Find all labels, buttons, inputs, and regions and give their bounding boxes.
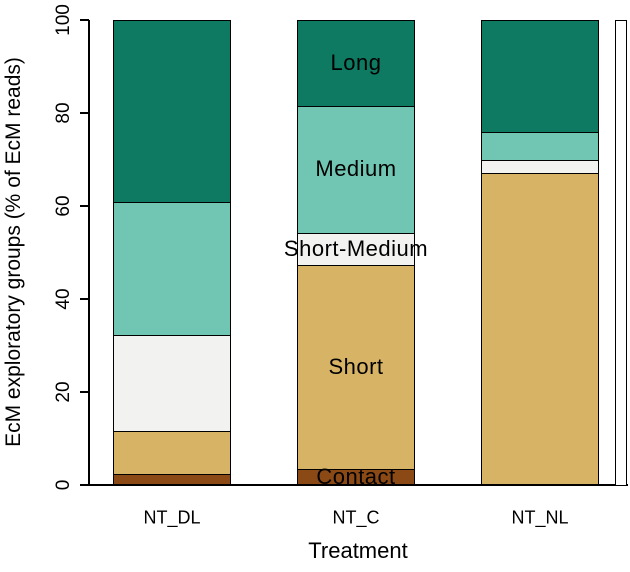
bar-segment-contact-nt-dl [113,474,231,485]
bar-segment-short-medium-nt-nl [481,160,599,173]
bar-segment-short-nt-nl [481,173,599,485]
y-tick-label-80: 80 [53,102,74,124]
segment-label-short-medium: Short-Medium [283,236,429,261]
y-tick-100 [80,19,89,21]
y-tick-60 [80,205,89,207]
y-tick-label-0: 0 [53,479,74,491]
segment-label-long: Long [330,50,382,75]
bar-segment-short-nt-c [297,265,415,470]
category-label-nt-nl: NT_NL [511,507,569,528]
bar-segment-short-medium-nt-c [297,232,415,266]
y-tick-label-40: 40 [53,288,74,310]
plot-area: Contact Short Short-Medium Medium Long [90,20,628,489]
clipped-partial-bar [615,20,627,485]
y-tick-label-60: 60 [53,195,74,217]
x-axis-line [87,484,628,486]
y-tick-label-20: 20 [53,381,74,403]
bar-segment-long-nt-nl [481,20,599,132]
segment-label-medium: Medium [315,156,397,182]
segment-label-short: Short [328,354,384,380]
bar-segment-long-nt-c [297,20,415,107]
bar-segment-short-nt-dl [113,431,231,475]
bar-segment-medium-nt-dl [113,201,231,335]
y-axis-line [88,20,90,486]
segment-label-contact: Contact [316,464,396,490]
bar-segment-short-medium-nt-dl [113,334,231,432]
y-tick-label-100: 100 [53,4,74,36]
category-label-nt-dl: NT_DL [143,507,201,528]
x-axis-title: Treatment [308,538,408,563]
bar-segment-long-nt-dl [113,20,231,202]
y-tick-40 [80,298,89,300]
y-tick-20 [80,391,89,393]
y-tick-0 [80,484,89,486]
y-tick-80 [80,112,89,114]
bar-segment-medium-nt-c [297,106,415,233]
category-label-nt-c: NT_C [332,507,380,528]
bar-segment-contact-nt-c [297,469,415,485]
bar-segment-medium-nt-nl [481,131,599,161]
y-axis-title: EcM exploratory groups (% of EcM reads) [2,57,25,447]
